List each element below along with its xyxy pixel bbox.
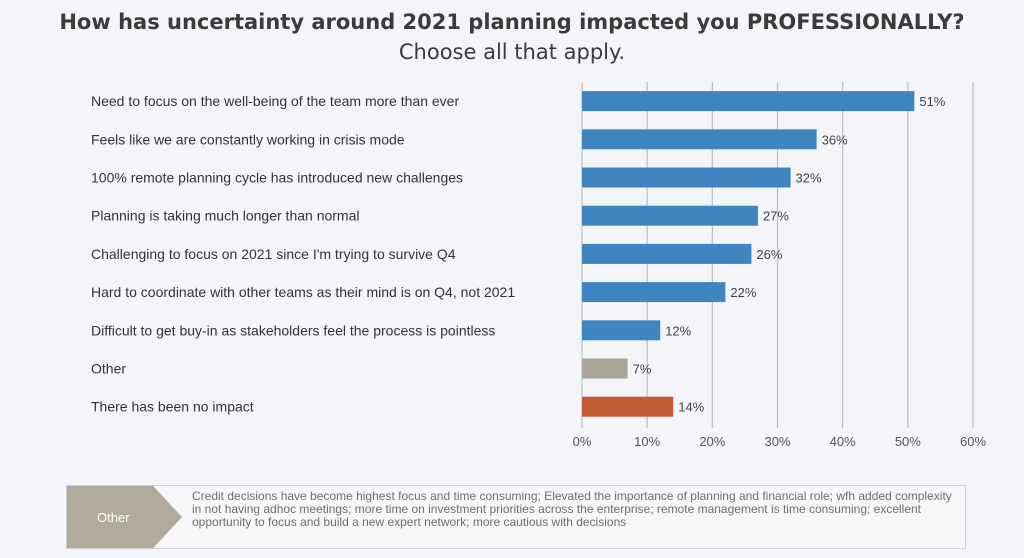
category-label: Feels like we are constantly working in … <box>91 131 405 147</box>
value-label: 32% <box>796 171 822 186</box>
bar <box>582 320 661 341</box>
category-label: There has been no impact <box>91 399 254 415</box>
x-tick-label: 50% <box>895 434 921 449</box>
x-tick-label: 30% <box>764 434 790 449</box>
value-label: 27% <box>763 209 789 224</box>
category-label: Hard to coordinate with other teams as t… <box>91 284 515 300</box>
bar <box>582 91 915 112</box>
x-tick-label: 0% <box>573 434 592 449</box>
value-label: 51% <box>919 94 945 109</box>
value-label: 14% <box>678 400 704 415</box>
category-label: Other <box>91 361 126 377</box>
bar <box>582 167 791 188</box>
bar <box>582 205 758 226</box>
x-tick-label: 40% <box>830 434 856 449</box>
other-tag-label: Other <box>97 510 130 525</box>
value-label: 7% <box>633 362 652 377</box>
bar <box>582 243 752 264</box>
other-responses-text: Credit decisions have become highest foc… <box>192 489 952 529</box>
chart-subtitle: Choose all that apply. <box>398 40 626 64</box>
category-label: Planning is taking much longer than norm… <box>91 208 360 224</box>
x-tick-label: 20% <box>699 434 725 449</box>
bar <box>582 358 628 379</box>
value-label: 22% <box>730 285 756 300</box>
category-label: Difficult to get buy-in as stakeholders … <box>91 322 495 338</box>
x-tick-label: 60% <box>960 434 986 449</box>
category-label: Need to focus on the well-being of the t… <box>91 93 459 109</box>
category-label: 100% remote planning cycle has introduce… <box>91 170 463 186</box>
chart-title: How has uncertainty around 2021 planning… <box>59 10 965 34</box>
category-label: Challenging to focus on 2021 since I'm t… <box>91 246 456 262</box>
bar <box>582 396 674 417</box>
value-label: 36% <box>822 132 848 147</box>
other-responses-box: Other Credit decisions have become highe… <box>66 485 966 549</box>
bar-chart: 0% 10% 20% 30% 40% 50% 60% Need to focus on the… <box>91 82 986 449</box>
x-tick-label: 10% <box>634 434 660 449</box>
bar <box>582 282 726 303</box>
bar <box>582 129 817 150</box>
value-label: 12% <box>665 323 691 338</box>
value-label: 26% <box>756 247 782 262</box>
